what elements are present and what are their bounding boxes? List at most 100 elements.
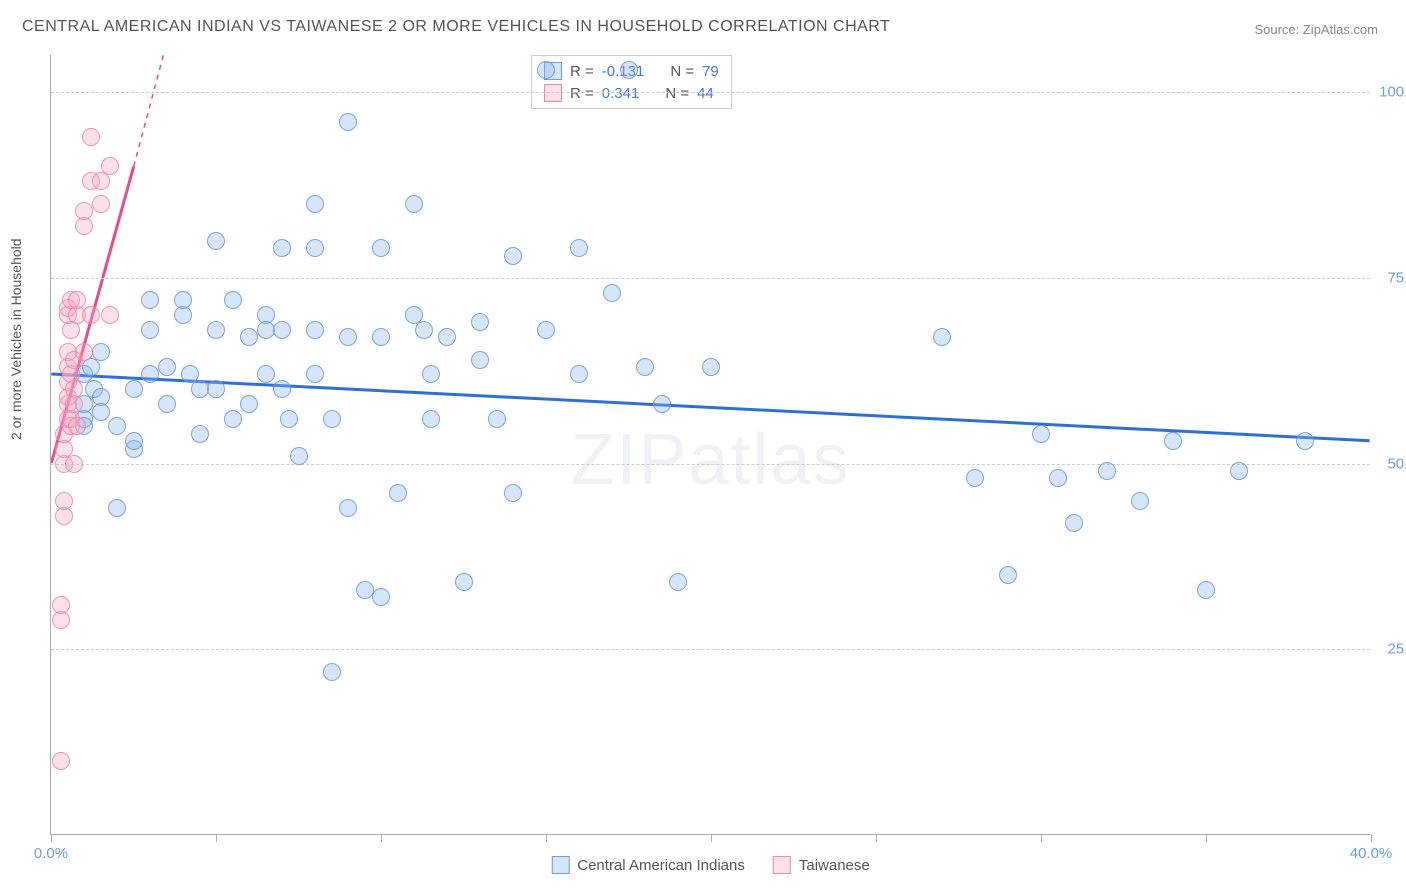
swatch-pink-icon: [773, 856, 791, 874]
data-point-blue: [224, 410, 242, 428]
x-tick: [711, 834, 712, 842]
data-point-blue: [1098, 462, 1116, 480]
data-point-blue: [1065, 514, 1083, 532]
r-label: R =: [570, 63, 594, 80]
data-point-blue: [339, 113, 357, 131]
gridline-h: [51, 464, 1370, 465]
data-point-pink: [75, 202, 93, 220]
data-point-blue: [1049, 469, 1067, 487]
gridline-h: [51, 92, 1370, 93]
data-point-blue: [141, 365, 159, 383]
data-point-blue: [257, 365, 275, 383]
data-point-blue: [240, 395, 258, 413]
data-point-blue: [339, 328, 357, 346]
data-point-blue: [306, 195, 324, 213]
x-tick: [51, 834, 52, 842]
data-point-blue: [653, 395, 671, 413]
y-tick-label: 25.0%: [1375, 641, 1406, 658]
x-tick: [546, 834, 547, 842]
data-point-blue: [92, 403, 110, 421]
data-point-blue: [702, 358, 720, 376]
x-tick-label: 40.0%: [1350, 845, 1393, 862]
data-point-blue: [141, 291, 159, 309]
series-legend: Central American Indians Taiwanese: [551, 856, 869, 874]
x-tick-label: 0.0%: [34, 845, 68, 862]
n-value: 79: [702, 63, 719, 80]
data-point-blue: [191, 380, 209, 398]
data-point-blue: [240, 328, 258, 346]
x-tick: [1206, 834, 1207, 842]
data-point-blue: [290, 447, 308, 465]
x-tick: [216, 834, 217, 842]
data-point-pink: [101, 306, 119, 324]
data-point-blue: [174, 291, 192, 309]
data-point-blue: [207, 321, 225, 339]
data-point-blue: [415, 321, 433, 339]
data-point-blue: [1131, 492, 1149, 510]
data-point-blue: [372, 239, 390, 257]
n-label: N =: [670, 63, 694, 80]
data-point-blue: [207, 380, 225, 398]
data-point-pink: [52, 596, 70, 614]
data-point-blue: [224, 291, 242, 309]
data-point-blue: [207, 232, 225, 250]
data-point-blue: [306, 321, 324, 339]
legend-label: Central American Indians: [577, 857, 745, 874]
data-point-blue: [422, 410, 440, 428]
swatch-blue-icon: [551, 856, 569, 874]
watermark: ZIPatlas: [570, 419, 850, 501]
data-point-blue: [356, 581, 374, 599]
y-tick-label: 50.0%: [1375, 455, 1406, 472]
data-point-blue: [455, 573, 473, 591]
data-point-blue: [636, 358, 654, 376]
data-point-blue: [504, 247, 522, 265]
data-point-blue: [537, 321, 555, 339]
data-point-blue: [273, 380, 291, 398]
legend-label: Taiwanese: [799, 857, 870, 874]
data-point-blue: [504, 484, 522, 502]
data-point-blue: [1032, 425, 1050, 443]
data-point-blue: [125, 380, 143, 398]
data-point-blue: [389, 484, 407, 502]
data-point-pink: [65, 455, 83, 473]
data-point-blue: [257, 321, 275, 339]
x-tick: [876, 834, 877, 842]
legend-item-pink: Taiwanese: [773, 856, 870, 874]
trendline-pink-extrapolated: [134, 55, 183, 166]
data-point-blue: [1164, 432, 1182, 450]
data-point-blue: [372, 328, 390, 346]
data-point-blue: [158, 395, 176, 413]
data-point-blue: [570, 365, 588, 383]
data-point-blue: [471, 351, 489, 369]
data-point-blue: [191, 425, 209, 443]
data-point-blue: [141, 321, 159, 339]
data-point-pink: [101, 157, 119, 175]
data-point-blue: [422, 365, 440, 383]
data-point-blue: [323, 410, 341, 428]
x-tick: [381, 834, 382, 842]
legend-item-blue: Central American Indians: [551, 856, 745, 874]
data-point-blue: [488, 410, 506, 428]
data-point-blue: [306, 239, 324, 257]
data-point-blue: [620, 61, 638, 79]
data-point-blue: [471, 313, 489, 331]
data-point-blue: [1296, 432, 1314, 450]
data-point-blue: [933, 328, 951, 346]
data-point-blue: [108, 499, 126, 517]
chart-title: CENTRAL AMERICAN INDIAN VS TAIWANESE 2 O…: [22, 18, 890, 36]
data-point-blue: [306, 365, 324, 383]
data-point-blue: [323, 663, 341, 681]
data-point-blue: [92, 343, 110, 361]
data-point-pink: [92, 195, 110, 213]
data-point-blue: [372, 588, 390, 606]
y-axis-label: 2 or more Vehicles in Household: [8, 238, 24, 440]
data-point-blue: [1230, 462, 1248, 480]
y-tick-label: 100.0%: [1375, 84, 1406, 101]
data-point-blue: [570, 239, 588, 257]
data-point-blue: [438, 328, 456, 346]
data-point-blue: [999, 566, 1017, 584]
data-point-blue: [966, 469, 984, 487]
data-point-blue: [125, 432, 143, 450]
data-point-pink: [68, 417, 86, 435]
data-point-blue: [537, 61, 555, 79]
